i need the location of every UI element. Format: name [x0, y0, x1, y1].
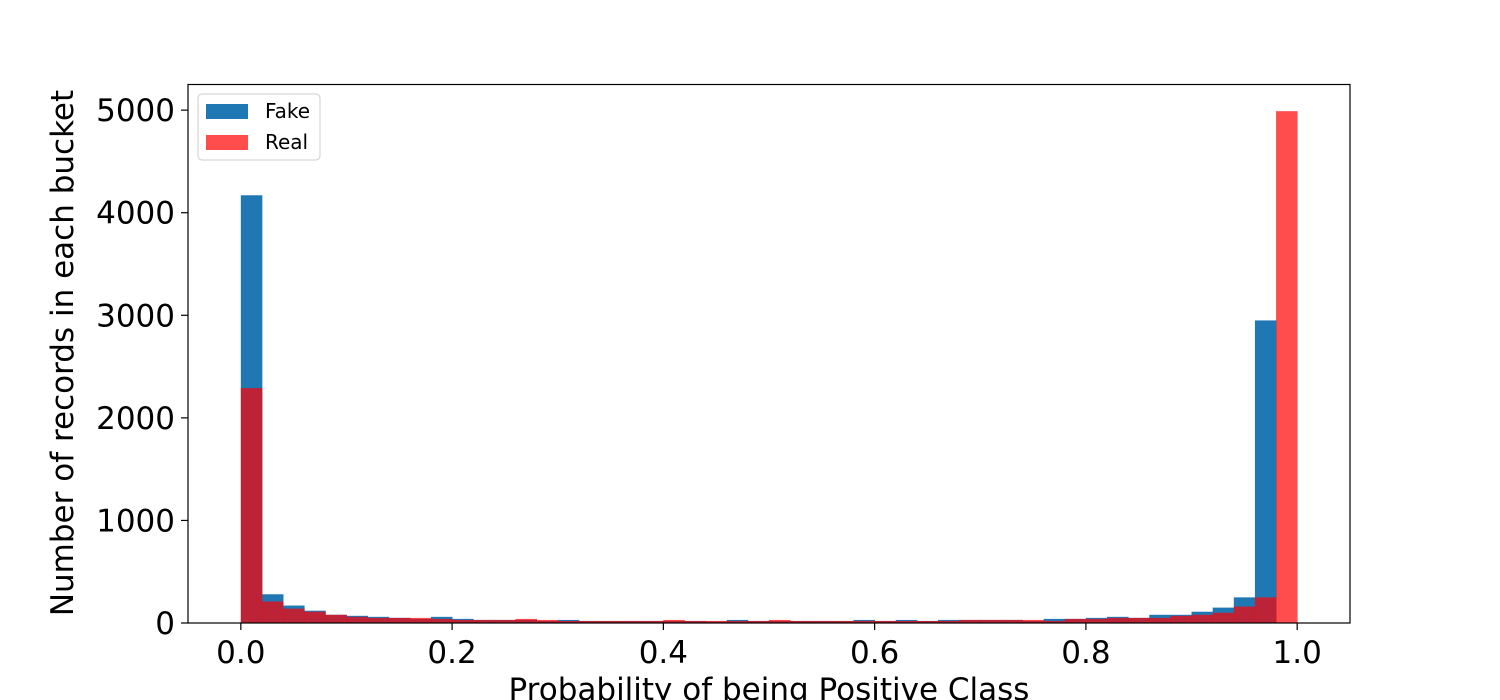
- bar-real-17: [599, 620, 622, 623]
- x-axis-ticks: 0.0 0.2 0.4 0.6 0.8 1.0: [216, 623, 1322, 671]
- bar-real-4: [325, 614, 347, 623]
- bar-real-5: [346, 616, 368, 623]
- bar-real-47: [1233, 606, 1256, 623]
- bar-real-36: [1001, 619, 1023, 623]
- y-axis-label: Number of records in each bucket: [45, 90, 81, 616]
- x-tick-label: 1.0: [1273, 635, 1322, 671]
- bar-real-38: [1043, 620, 1066, 623]
- bar-real-27: [811, 620, 833, 623]
- bar-real-1: [261, 601, 284, 623]
- bar-real-42: [1128, 617, 1150, 623]
- bar-real-19: [642, 620, 664, 623]
- series-real: [240, 111, 1298, 623]
- legend: Fake Real: [197, 93, 321, 161]
- bar-real-39: [1064, 618, 1087, 623]
- bar-real-13: [515, 618, 537, 623]
- bar-real-7: [388, 617, 411, 623]
- bar-real-2: [283, 608, 305, 623]
- bar-real-49: [1276, 111, 1298, 623]
- x-tick-label: 0.6: [850, 635, 899, 671]
- bar-real-31: [895, 620, 918, 623]
- plot-area-frame: [187, 83, 1351, 624]
- bar-real-48: [1254, 597, 1277, 623]
- bar-real-8: [409, 617, 432, 623]
- bar-real-43: [1149, 617, 1171, 623]
- bar-real-15: [557, 620, 580, 623]
- bar-real-35: [980, 619, 1002, 623]
- legend-swatch-real: [206, 135, 248, 150]
- bar-real-44: [1170, 615, 1192, 623]
- y-tick-label: 2000: [96, 401, 175, 437]
- bar-real-23: [726, 620, 749, 623]
- legend-label-real: Real: [265, 130, 308, 154]
- bars-group: [240, 111, 1298, 623]
- bar-real-24: [747, 620, 770, 623]
- bar-real-6: [367, 617, 390, 623]
- series-fake: [240, 195, 1277, 623]
- bar-real-37: [1022, 619, 1045, 623]
- x-tick-label: 0.4: [639, 635, 688, 671]
- bar-real-26: [790, 620, 812, 623]
- bar-real-12: [494, 619, 516, 623]
- bar-real-32: [916, 620, 939, 623]
- y-tick-label: 1000: [96, 503, 175, 539]
- bar-real-16: [578, 620, 601, 623]
- bar-real-3: [304, 611, 326, 623]
- bar-real-34: [959, 619, 981, 623]
- x-tick-label: 0.0: [216, 635, 265, 671]
- bar-real-28: [832, 620, 854, 623]
- bar-real-21: [684, 620, 707, 623]
- y-tick-label: 4000: [96, 196, 175, 232]
- y-axis-ticks: 0 1000 2000 3000 4000 5000: [96, 93, 188, 642]
- bar-real-40: [1085, 618, 1108, 623]
- bar-real-9: [430, 618, 453, 623]
- bar-real-25: [769, 619, 791, 623]
- x-axis-label: Probability of being Positive Class: [509, 672, 1030, 700]
- bar-real-18: [621, 620, 643, 623]
- bar-real-46: [1212, 612, 1235, 623]
- bar-real-41: [1107, 617, 1129, 623]
- bar-fake-48: [1254, 320, 1277, 623]
- x-tick-label: 0.2: [427, 635, 476, 671]
- bar-real-10: [452, 619, 474, 623]
- legend-label-fake: Fake: [265, 99, 310, 123]
- y-tick-label: 5000: [96, 93, 175, 129]
- bar-real-20: [663, 619, 685, 623]
- y-tick-label: 3000: [96, 298, 175, 334]
- bar-real-45: [1191, 614, 1214, 623]
- bar-real-14: [536, 619, 559, 623]
- x-tick-label: 0.8: [1061, 635, 1110, 671]
- y-tick-label: 0: [155, 606, 175, 642]
- bar-real-30: [874, 620, 897, 623]
- legend-swatch-fake: [206, 104, 248, 119]
- bar-real-33: [938, 620, 960, 623]
- bar-real-0: [240, 388, 263, 623]
- bar-real-22: [705, 620, 728, 623]
- bar-real-11: [473, 619, 495, 623]
- bar-real-29: [853, 620, 876, 623]
